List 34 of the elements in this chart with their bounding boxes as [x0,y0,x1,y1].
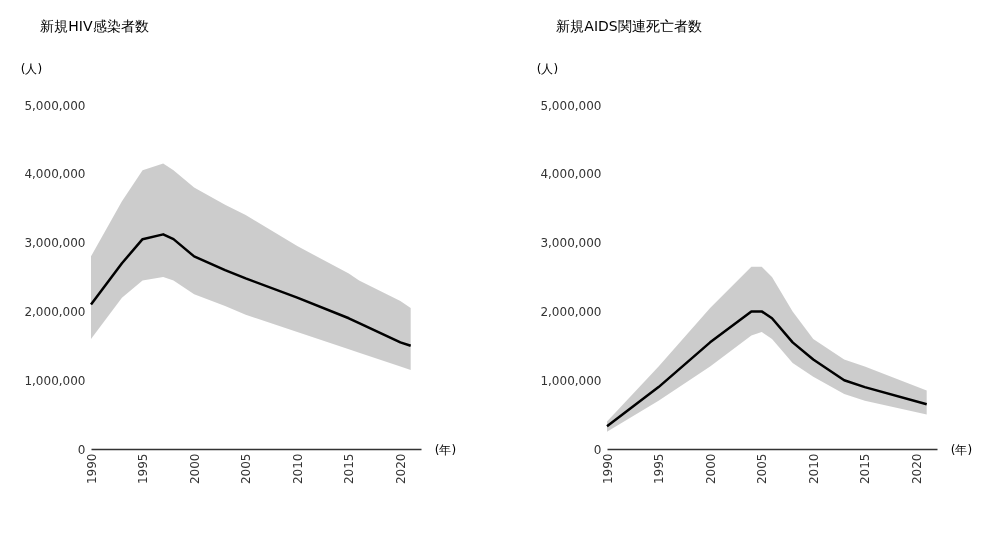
x-tick-label: 2020 [909,453,924,485]
x-tick-label: 1995 [136,453,151,485]
y-tick-label: 2,000,000 [24,304,86,319]
x-tick-label: 2000 [703,453,718,485]
line-series [605,310,928,428]
y-tick-label: 3,000,000 [24,236,86,251]
x-axis-title: (年) [434,442,457,457]
y-tick-label: 4,000,000 [24,167,86,182]
x-tick-label: 1995 [652,453,667,485]
x-tick-label: 2000 [187,453,202,485]
y-tick-label: 1,000,000 [540,373,602,388]
line-series [89,233,412,348]
x-tick-label: 2010 [290,453,305,485]
y-tick-label: 4,000,000 [540,167,602,182]
y-axis-title: (人) [536,61,559,76]
chart-title: 新規HIV感染者数 [40,18,149,34]
x-tick-label: 2015 [342,453,357,485]
y-axis-title: (人) [20,61,43,76]
x-tick-label: 1990 [600,453,615,485]
y-tick-label: 3,000,000 [540,236,602,251]
y-tick-label: 5,000,000 [540,98,602,113]
chart-title: 新規AIDS関連死亡者数 [556,18,702,34]
y-tick-label: 0 [593,442,602,457]
x-tick-label: 2010 [806,453,821,485]
x-tick-label: 2020 [393,453,408,485]
x-tick-label: 1990 [84,453,99,485]
x-tick-label: 2005 [239,453,254,485]
y-tick-label: 2,000,000 [540,304,602,319]
x-axis-title: (年) [950,442,973,457]
y-tick-label: 0 [77,442,86,457]
x-tick-label: 2015 [858,453,873,485]
y-tick-label: 5,000,000 [24,98,86,113]
x-tick-label: 2005 [755,453,770,485]
y-tick-label: 1,000,000 [24,373,86,388]
